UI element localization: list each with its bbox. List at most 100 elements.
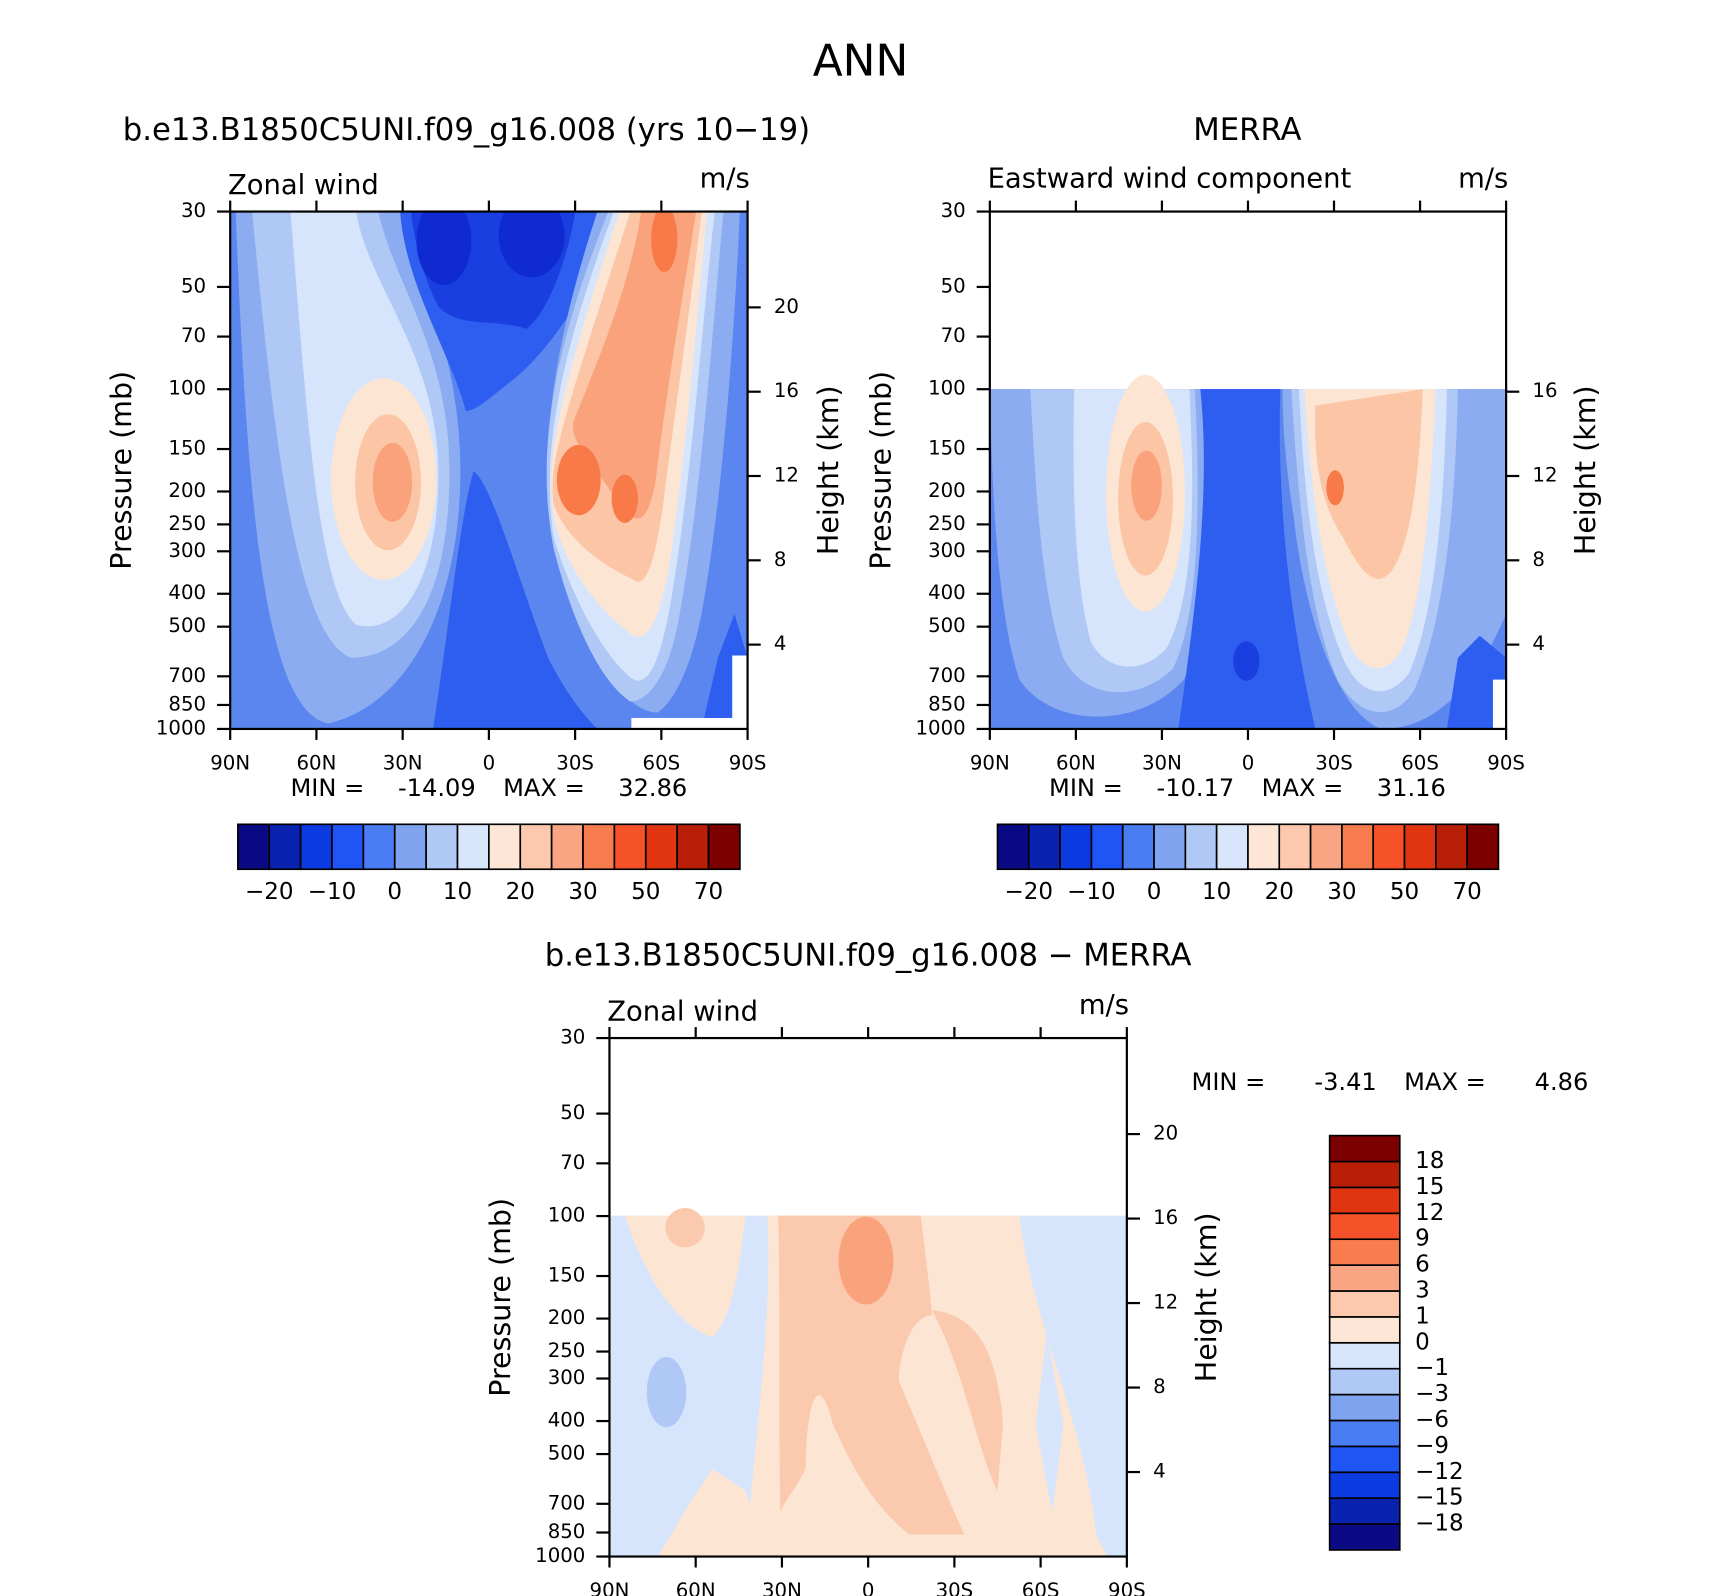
colorbar-tick-label: −18 bbox=[1415, 1511, 1464, 1537]
y-tick-label: 850 bbox=[928, 692, 966, 715]
stats-value: 31.16 bbox=[1377, 774, 1446, 802]
colorbar-box bbox=[1328, 1419, 1401, 1448]
y-tick-label: 700 bbox=[168, 664, 206, 687]
panel-subtitle: Eastward wind component bbox=[988, 163, 1352, 194]
colorbar-box bbox=[1278, 823, 1312, 871]
x-tick-label: 0 bbox=[862, 1579, 875, 1596]
colorbar-tick-label: 50 bbox=[631, 879, 660, 905]
colorbar-box bbox=[1247, 823, 1281, 871]
y-axis-label: Pressure (mb) bbox=[105, 371, 138, 570]
colorbar-box bbox=[456, 823, 490, 871]
y-tick-label: 250 bbox=[548, 1339, 586, 1362]
y-tick-label: 200 bbox=[548, 1306, 586, 1329]
y-axis-label: Pressure (mb) bbox=[484, 1198, 517, 1397]
colorbar-box bbox=[299, 823, 333, 871]
units-label: m/s bbox=[1458, 163, 1508, 194]
colorbar-box bbox=[1328, 1367, 1401, 1396]
colorbar-box bbox=[1215, 823, 1249, 871]
colorbar-box bbox=[1328, 1471, 1401, 1499]
y-tick-label: 400 bbox=[548, 1409, 586, 1432]
colorbar-box bbox=[488, 823, 522, 871]
y-tick-label: 700 bbox=[548, 1491, 586, 1514]
colorbar-tick-label: −20 bbox=[245, 879, 294, 905]
stats-value: 4.86 bbox=[1535, 1068, 1589, 1096]
stats-value: -3.41 bbox=[1314, 1068, 1376, 1096]
stats-label: MIN = bbox=[290, 774, 364, 802]
stats-value: -10.17 bbox=[1157, 774, 1235, 802]
y2-axis-label: Height (km) bbox=[1190, 1212, 1223, 1382]
stats-label: MAX = bbox=[1404, 1068, 1486, 1096]
colorbar-tick-label: 6 bbox=[1415, 1252, 1430, 1278]
y2-tick-label: 8 bbox=[1532, 548, 1545, 571]
x-tick-label: 90S bbox=[1108, 1579, 1146, 1596]
x-tick-label: 60N bbox=[297, 752, 337, 775]
colorbar-box bbox=[1090, 823, 1124, 871]
colorbar-tick-label: 0 bbox=[387, 879, 402, 905]
colorbar-box bbox=[1153, 823, 1187, 871]
y-tick-label: 300 bbox=[168, 539, 206, 562]
colorbar-box bbox=[996, 823, 1030, 871]
y-tick-label: 1000 bbox=[916, 716, 966, 739]
y-tick-label: 500 bbox=[168, 614, 206, 637]
colorbar-tick-label: 20 bbox=[506, 879, 535, 905]
colorbar-box bbox=[362, 823, 396, 871]
y-tick-label: 150 bbox=[548, 1264, 586, 1287]
colorbar-tick-label: 0 bbox=[1415, 1329, 1430, 1355]
colorbar-tick-label: 20 bbox=[1265, 879, 1294, 905]
x-tick-label: 0 bbox=[1242, 752, 1255, 775]
stats-value: 32.86 bbox=[618, 774, 687, 802]
colorbar-box bbox=[237, 823, 271, 871]
y2-tick-label: 20 bbox=[1153, 1122, 1178, 1145]
colorbar-tick-label: −15 bbox=[1415, 1485, 1464, 1511]
colorbar-box bbox=[1328, 1445, 1401, 1474]
y2-tick-label: 16 bbox=[774, 379, 799, 402]
y-tick-label: 70 bbox=[181, 324, 206, 347]
x-tick-label: 90S bbox=[729, 752, 767, 775]
colorbar-box bbox=[1121, 823, 1155, 871]
x-tick-label: 90N bbox=[210, 752, 250, 775]
panel-subtitle: Zonal wind bbox=[228, 170, 379, 201]
contour-field bbox=[230, 211, 748, 729]
colorbar-box bbox=[393, 823, 427, 871]
colorbar-box bbox=[1328, 1238, 1401, 1266]
colorbar-tick-label: 70 bbox=[1452, 879, 1481, 905]
y-tick-label: 70 bbox=[560, 1151, 585, 1174]
y2-axis-label: Height (km) bbox=[812, 385, 845, 555]
colorbar-box bbox=[1027, 823, 1061, 871]
x-tick-label: 60S bbox=[643, 752, 681, 775]
colorbar-box bbox=[1328, 1134, 1401, 1163]
x-tick-label: 60N bbox=[676, 1579, 716, 1596]
colorbar-tick-label: 70 bbox=[694, 879, 723, 905]
colorbar-box bbox=[1466, 823, 1500, 871]
colorbar-tick-label: 10 bbox=[443, 879, 472, 905]
y2-tick-label: 20 bbox=[774, 295, 799, 318]
colorbar-box bbox=[1403, 823, 1437, 871]
colorbar-tick-label: 15 bbox=[1415, 1174, 1444, 1200]
colorbar-box bbox=[1328, 1160, 1401, 1189]
y2-tick-label: 4 bbox=[1153, 1460, 1166, 1483]
colorbar-box bbox=[1059, 823, 1093, 871]
y-tick-label: 1000 bbox=[156, 716, 206, 739]
stats-label: MAX = bbox=[503, 774, 585, 802]
colorbar-box bbox=[550, 823, 584, 871]
colorbar-box bbox=[519, 823, 553, 871]
figure-title: ANN bbox=[813, 36, 909, 87]
colorbar-tick-label: −6 bbox=[1415, 1407, 1449, 1433]
y-tick-label: 300 bbox=[928, 539, 966, 562]
y-tick-label: 50 bbox=[560, 1101, 585, 1124]
colorbar-tick-label: −9 bbox=[1415, 1433, 1449, 1459]
colorbar-box bbox=[1184, 823, 1218, 871]
colorbar-box bbox=[1328, 1212, 1401, 1241]
x-tick-label: 30S bbox=[936, 1579, 974, 1596]
colorbar-tick-label: 12 bbox=[1415, 1200, 1444, 1226]
x-tick-label: 60S bbox=[1401, 752, 1439, 775]
colorbar-tick-label: 1 bbox=[1415, 1303, 1430, 1329]
y2-tick-label: 8 bbox=[774, 548, 787, 571]
colorbar-tick-label: −20 bbox=[1005, 879, 1054, 905]
contour-field bbox=[989, 374, 1507, 729]
panel-title: b.e13.B1850C5UNI.f09_g16.008 (yrs 10−19) bbox=[123, 113, 810, 148]
stats-label: MAX = bbox=[1262, 774, 1344, 802]
y-tick-label: 200 bbox=[928, 479, 966, 502]
y-tick-label: 100 bbox=[168, 377, 206, 400]
